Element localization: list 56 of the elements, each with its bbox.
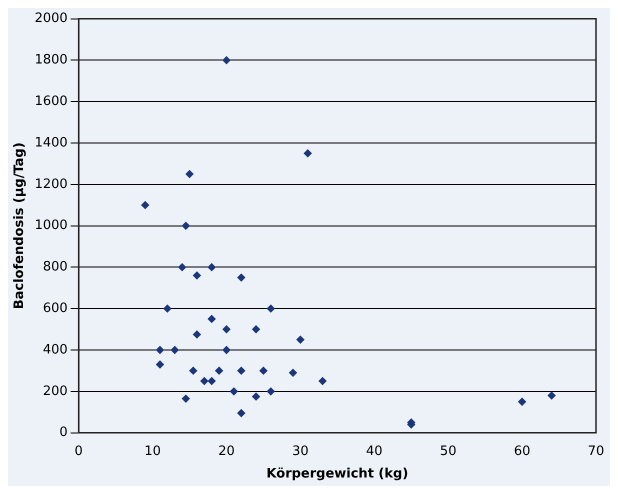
point — [200, 377, 208, 386]
point — [170, 346, 179, 354]
x-tick-label: 10 — [144, 444, 161, 459]
y-tick-label: 1600 — [34, 94, 68, 109]
y-tick-label: 1400 — [34, 135, 68, 150]
y-tick-label: 200 — [42, 384, 68, 399]
x-tick-label: 0 — [74, 444, 83, 459]
x-tick-label: 40 — [366, 444, 383, 459]
y-tick-label: 1000 — [34, 218, 68, 234]
point — [182, 394, 190, 403]
point — [215, 366, 224, 375]
point — [230, 387, 238, 396]
x-axis-title: Körpergewicht (kg) — [266, 466, 408, 482]
point — [192, 330, 201, 338]
point — [296, 336, 304, 344]
point — [548, 392, 556, 400]
point — [208, 377, 216, 386]
point — [252, 325, 260, 334]
y-tick-label: 0 — [59, 425, 68, 440]
point — [163, 304, 172, 313]
point — [318, 377, 327, 386]
point — [237, 274, 246, 282]
point — [304, 149, 312, 158]
y-tick-label: 600 — [42, 300, 68, 316]
point — [178, 263, 186, 272]
point — [156, 346, 164, 354]
point — [289, 368, 297, 377]
point — [222, 56, 230, 64]
x-tick-label: 70 — [588, 444, 604, 459]
point — [141, 201, 150, 210]
point — [222, 325, 230, 334]
point — [208, 314, 216, 323]
point — [186, 170, 194, 178]
y-tick-label: 1800 — [34, 52, 68, 68]
point — [237, 409, 246, 418]
y-axis-title: Baclofendosis (µg/Tag) — [12, 142, 28, 310]
point — [252, 392, 260, 401]
point — [259, 366, 268, 375]
y-tick-label: 2000 — [34, 11, 68, 26]
point — [189, 366, 198, 375]
x-tick-label: 30 — [292, 444, 309, 459]
point — [266, 387, 275, 396]
x-tick-label: 50 — [440, 444, 456, 459]
y-tick-label: 1200 — [34, 176, 68, 192]
point — [192, 271, 201, 280]
x-tick-label: 20 — [218, 444, 235, 459]
x-tick-label: 60 — [514, 444, 530, 459]
point — [156, 360, 164, 368]
point — [266, 304, 275, 313]
point — [222, 346, 230, 354]
point — [182, 222, 190, 230]
y-tick-label: 800 — [42, 260, 68, 275]
point — [237, 366, 246, 375]
point — [518, 398, 526, 406]
y-tick-label: 400 — [42, 342, 68, 358]
point — [208, 263, 216, 272]
